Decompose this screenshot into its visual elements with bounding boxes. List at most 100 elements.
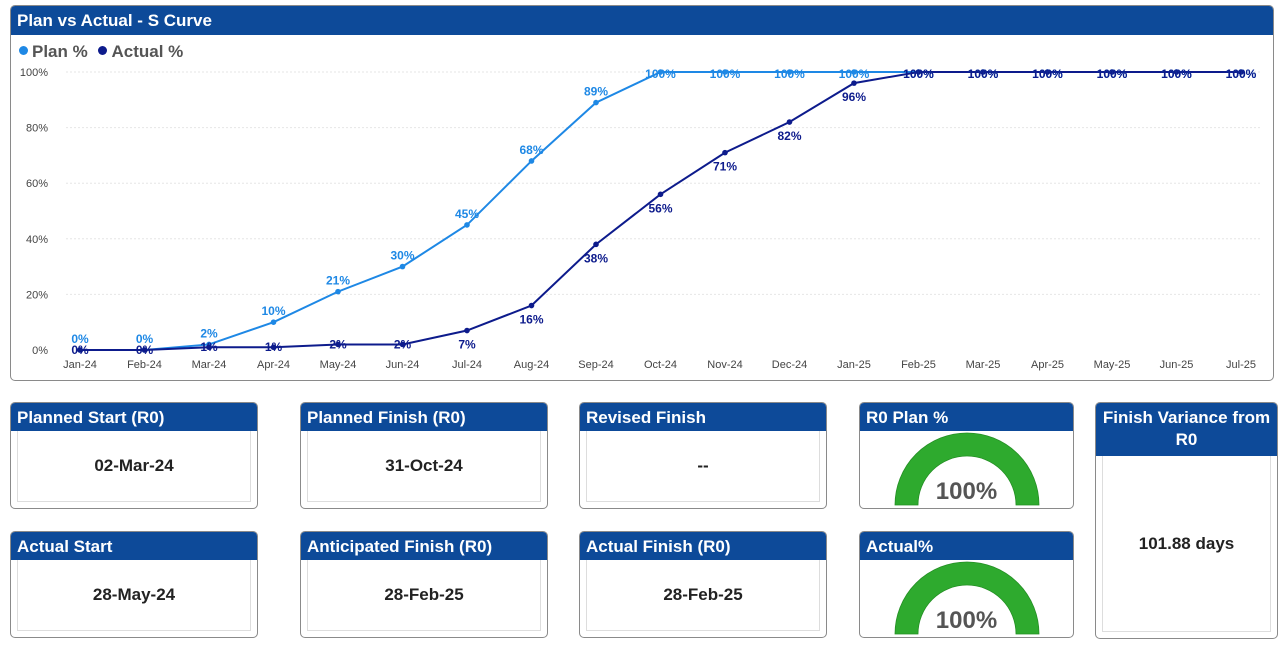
r0-plan-gauge-card: R0 Plan % 100% <box>859 402 1074 509</box>
actual-data-label: 71% <box>713 160 737 174</box>
actual-point <box>593 241 599 248</box>
plan-data-label: 0% <box>136 332 154 346</box>
x-tick-label: Feb-24 <box>127 359 162 371</box>
actual-data-label: 100% <box>903 67 934 81</box>
actual-pct-gauge-fill <box>894 561 1040 635</box>
actual-data-label: 100% <box>1097 67 1128 81</box>
plan-data-label: 0% <box>71 332 89 346</box>
plan-point <box>270 319 277 326</box>
actual-data-label: 100% <box>968 67 999 81</box>
plan-point <box>851 69 857 75</box>
actual-data-label: 82% <box>777 129 801 143</box>
x-tick-label: Mar-24 <box>192 359 227 371</box>
planned-finish-value: 31-Oct-24 <box>307 431 541 502</box>
r0-plan-gauge <box>894 432 1040 506</box>
x-tick-label: Mar-25 <box>966 359 1001 371</box>
legend-actual[interactable]: Actual % <box>98 42 183 62</box>
y-tick-label: 80% <box>26 123 48 135</box>
actual-finish-card: Actual Finish (R0) 28-Feb-25 <box>579 531 827 638</box>
plan-point <box>657 69 664 75</box>
plan-data-label: 21% <box>326 274 350 288</box>
actual-point <box>915 69 922 75</box>
actual-pct-gauge-value: 100% <box>935 607 998 634</box>
actual-data-label: 100% <box>1032 67 1063 81</box>
plan-data-label: 100% <box>1161 67 1192 81</box>
actual-data-label: 100% <box>1161 67 1192 81</box>
actual-start-card: Actual Start 28-May-24 <box>10 531 258 638</box>
plan-data-label: 100% <box>774 67 805 81</box>
plan-data-label: 100% <box>839 67 870 81</box>
planned-finish-card: Planned Finish (R0) 31-Oct-24 <box>300 402 548 509</box>
finish-variance-value: 101.88 days <box>1102 456 1271 632</box>
x-tick-label: Feb-25 <box>901 359 936 371</box>
anticipated-finish-value: 28-Feb-25 <box>307 560 541 631</box>
actual-point <box>399 341 406 348</box>
plan-data-label: 100% <box>1226 67 1257 81</box>
actual-pct-title: Actual% <box>860 532 1073 560</box>
s-curve-chart: 0% 20% 40% 60% 80% 100% Jan-24 Feb-24 Mar-24 Apr-… <box>20 67 1261 371</box>
r0-plan-title: R0 Plan % <box>860 403 1073 431</box>
y-tick-label: 0% <box>32 345 48 357</box>
chart-legend[interactable]: Plan % Actual % <box>19 42 189 62</box>
plan-data-label: 10% <box>261 304 285 318</box>
plan-data-label: 68% <box>519 143 543 157</box>
chart-title: Plan vs Actual - S Curve <box>11 6 1273 35</box>
r0-plan-gauge-value: 100% <box>935 478 998 505</box>
plan-data-label: 100% <box>645 67 676 81</box>
actual-point <box>335 341 341 348</box>
legend-plan-label: Plan % <box>32 42 88 61</box>
planned-start-card: Planned Start (R0) 02-Mar-24 <box>10 402 258 509</box>
revised-finish-value: -- <box>586 431 820 502</box>
revised-finish-card: Revised Finish -- <box>579 402 827 509</box>
actual-point <box>786 119 793 125</box>
actual-point <box>1173 69 1180 75</box>
actual-point <box>1238 69 1244 75</box>
actual-point <box>657 191 664 198</box>
x-tick-label: Apr-25 <box>1031 359 1064 371</box>
actual-data-label: 16% <box>519 313 543 327</box>
legend-actual-label: Actual % <box>111 42 184 61</box>
actual-data-label: 7% <box>458 338 476 352</box>
x-tick-label: Jun-24 <box>386 359 420 371</box>
actual-finish-title: Actual Finish (R0) <box>580 532 826 560</box>
plan-point <box>335 288 341 295</box>
actual-point <box>1109 69 1115 75</box>
anticipated-finish-title: Anticipated Finish (R0) <box>301 532 547 560</box>
r0-plan-gauge-fill <box>894 432 1040 506</box>
plan-point <box>593 99 599 106</box>
x-tick-label: Oct-24 <box>644 359 677 371</box>
y-tick-label: 60% <box>26 178 48 190</box>
plan-data-label: 100% <box>1032 67 1063 81</box>
actual-data-label: 0% <box>136 343 154 357</box>
legend-plan[interactable]: Plan % <box>19 42 88 62</box>
actual-finish-value: 28-Feb-25 <box>586 560 820 631</box>
actual-data-label: 96% <box>842 90 866 104</box>
actual-point <box>141 347 148 353</box>
s-curve-chart-panel: Plan vs Actual - S Curve 0% 20% 40% 60% 80% 1… <box>10 5 1274 381</box>
x-tick-label: Aug-24 <box>514 359 549 371</box>
actual-data-label: 2% <box>329 337 347 351</box>
x-tick-label: Sep-24 <box>578 359 613 371</box>
actual-point <box>1044 69 1051 75</box>
x-tick-label: Jul-25 <box>1226 359 1256 371</box>
y-tick-label: 20% <box>26 289 48 301</box>
planned-finish-title: Planned Finish (R0) <box>301 403 547 431</box>
actual-data-label: 1% <box>200 340 218 354</box>
actual-start-title: Actual Start <box>11 532 257 560</box>
plan-data-label: 2% <box>200 326 218 340</box>
actual-pct-gauge-card: Actual% 100% <box>859 531 1074 638</box>
actual-point <box>980 69 986 75</box>
actual-data-label: 38% <box>584 251 608 265</box>
anticipated-finish-card: Anticipated Finish (R0) 28-Feb-25 <box>300 531 548 638</box>
x-tick-label: Jul-24 <box>452 359 482 371</box>
actual-data-label: 0% <box>71 343 89 357</box>
y-tick-label: 40% <box>26 234 48 246</box>
plan-data-label: 100% <box>968 67 999 81</box>
plan-point <box>528 158 535 164</box>
plan-data-label: 100% <box>1097 67 1128 81</box>
x-tick-label: Jan-24 <box>63 359 97 371</box>
planned-start-value: 02-Mar-24 <box>17 431 251 502</box>
x-tick-label: Nov-24 <box>707 359 742 371</box>
actual-start-value: 28-May-24 <box>17 560 251 631</box>
legend-plan-marker-icon <box>19 46 28 55</box>
